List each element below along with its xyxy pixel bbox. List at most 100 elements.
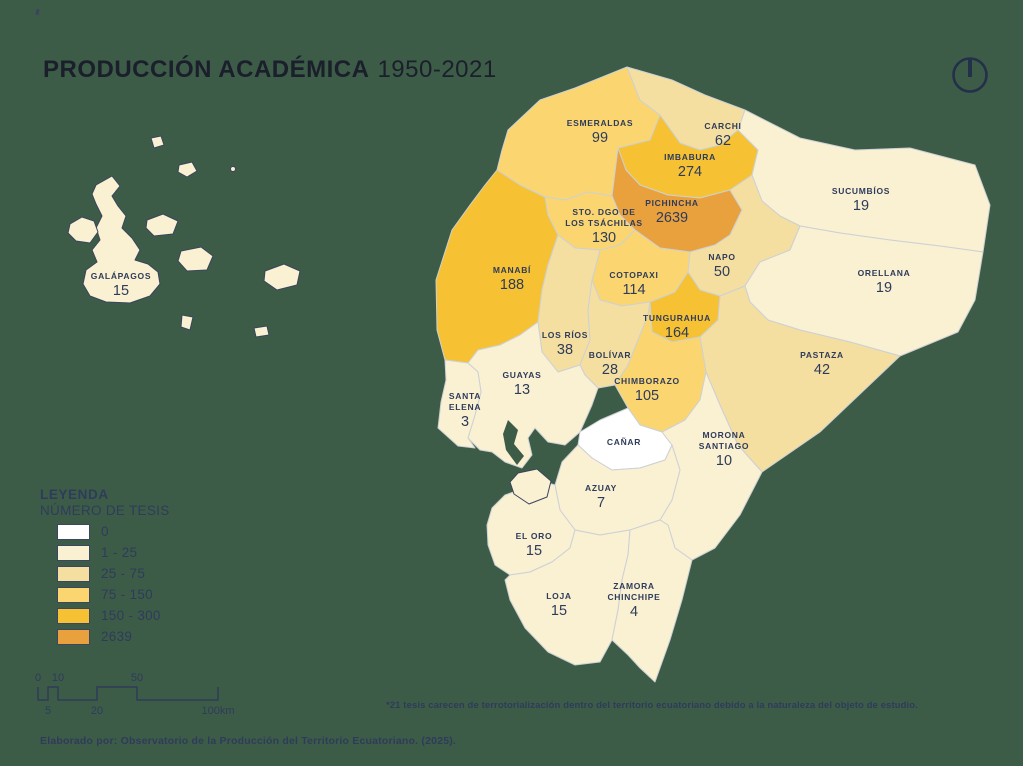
province-value: 188 [499, 277, 525, 293]
province-name: STO. DGO DE [572, 207, 636, 217]
galapagos-santa-cruz-island [177, 246, 214, 272]
scale-label-50: 50 [131, 672, 143, 684]
galapagos-island-north-1 [150, 135, 165, 149]
scale-bar-path [37, 686, 219, 701]
province-label-el_oro: EL ORO 15 [516, 531, 553, 559]
province-value: 19 [875, 280, 893, 296]
legend-item-1: 1 - 25 [40, 544, 170, 561]
province-name: ORELLANA [857, 268, 911, 278]
province-label-guayas: GUAYAS 13 [502, 370, 541, 398]
legend-swatch [57, 628, 90, 645]
province-name: TUNGURAHUA [643, 313, 711, 323]
province-name: ELENA [448, 402, 482, 412]
province-label-sto_dgo: STO. DGO DE LOS TSÁCHILAS 130 [565, 207, 643, 246]
province-value: 62 [714, 133, 732, 149]
galapagos-fernandina-island [67, 216, 99, 244]
province-label-santa_elena: SANTA ELENA 3 [449, 391, 481, 430]
province-name: ZAMORA [613, 581, 655, 591]
province-label-azuay: AZUAY 7 [585, 483, 617, 511]
legend-label: 0 [101, 524, 109, 539]
galapagos-island-south-1 [180, 314, 194, 331]
province-zamora [611, 519, 693, 683]
province-label-imbabura: IMBABURA 274 [664, 152, 716, 180]
province-label-pichincha: PICHINCHA 2639 [645, 198, 699, 226]
province-name: COTOPAXI [609, 270, 659, 280]
scale-label-20: 20 [91, 705, 103, 717]
province-name: IMBABURA [664, 152, 716, 162]
legend-label: 25 - 75 [101, 566, 146, 581]
province-name: GALÁPAGOS [90, 271, 152, 281]
province-value: 42 [813, 362, 831, 378]
province-label-tungurahua: TUNGURAHUA 164 [643, 313, 711, 341]
province-name: PICHINCHA [645, 198, 699, 208]
province-name: GUAYAS [502, 370, 542, 380]
page-title: PRODUCCIÓN ACADÉMICA 1950-2021 [43, 56, 497, 84]
province-name: LOS TSÁCHILAS [565, 218, 643, 228]
province-name: LOJA [546, 591, 572, 601]
province-name: SANTIAGO [698, 441, 750, 451]
legend-label: 1 - 25 [101, 545, 138, 560]
legend-item-5: 2639 [40, 628, 170, 645]
legend-item-3: 75 - 150 [40, 586, 170, 603]
galapagos-islet-dot [230, 166, 236, 172]
province-name: EL ORO [515, 531, 553, 541]
scale-label-10: 10 [52, 672, 64, 684]
province-value: 2639 [655, 210, 689, 226]
province-value: 15 [112, 283, 130, 299]
legend-swatch [57, 565, 90, 582]
province-label-bolivar: BOLÍVAR 28 [589, 350, 632, 378]
province-name: ESMERALDAS [566, 118, 634, 128]
province-name: CARCHI [704, 121, 742, 131]
province-name: PASTAZA [800, 350, 844, 360]
title-years: 1950-2021 [377, 56, 497, 83]
province-label-orellana: ORELLANA 19 [858, 268, 911, 296]
province-value: 3 [460, 414, 470, 430]
province-santa-elena [437, 359, 482, 449]
province-name: BOLÍVAR [588, 350, 632, 360]
province-value: 50 [713, 264, 731, 280]
province-label-esmeraldas: ESMERALDAS 99 [567, 118, 634, 146]
province-value: 15 [525, 543, 543, 559]
galapagos-island-north-2 [177, 161, 198, 178]
legend-swatch [57, 523, 90, 540]
province-label-loja: LOJA 15 [546, 591, 571, 619]
province-label-canar: CAÑAR [607, 437, 641, 448]
scale-label-0: 0 [35, 672, 41, 684]
province-value: 99 [591, 130, 609, 146]
province-label-cotopaxi: COTOPAXI 114 [609, 270, 658, 298]
legend-item-4: 150 - 300 [40, 607, 170, 624]
province-name: CHIMBORAZO [614, 376, 680, 386]
province-label-zamora: ZAMORA CHINCHIPE 4 [607, 581, 660, 620]
province-value: 38 [556, 342, 574, 358]
legend-item-2: 25 - 75 [40, 565, 170, 582]
legend-item-0: 0 [40, 523, 170, 540]
scale-label-5: 5 [45, 705, 51, 717]
province-name: NAPO [708, 252, 736, 262]
footnote: *21 tesis carecen de terrotorialización … [386, 700, 918, 711]
legend-heading: LEYENDA [40, 487, 109, 502]
credit-line: Elaborado por: Observatorio de la Produc… [40, 735, 457, 747]
province-label-morona: MORONA SANTIAGO 10 [699, 430, 749, 469]
province-name: SANTA [448, 391, 482, 401]
estuary-inlet [503, 420, 524, 465]
legend-swatch [57, 586, 90, 603]
province-value: 274 [677, 164, 703, 180]
legend-label: 75 - 150 [101, 587, 153, 602]
scale-label-100km: 100km [201, 705, 234, 717]
galapagos-santiago-island [145, 213, 179, 237]
province-label-galapagos: GALÁPAGOS 15 [91, 271, 151, 299]
legend-items: 0 1 - 25 25 - 75 75 - 150 150 - 300 2639 [40, 523, 170, 645]
legend-swatch [57, 544, 90, 561]
province-label-los_rios: LOS RÍOS 38 [542, 330, 588, 358]
province-label-manabi: MANABÍ 188 [493, 265, 531, 293]
scale-bar: 0 10 50 5 20 100km [35, 672, 235, 717]
galapagos-san-cristobal-island [263, 263, 301, 291]
legend-swatch [57, 607, 90, 624]
province-value: 7 [596, 495, 606, 511]
province-name: LOS RÍOS [541, 330, 589, 340]
province-value: 4 [629, 604, 639, 620]
province-value: 19 [852, 198, 870, 214]
province-name: MORONA [702, 430, 746, 440]
